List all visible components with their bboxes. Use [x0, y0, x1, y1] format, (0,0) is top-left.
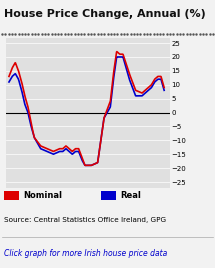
- Bar: [4, 191, 19, 200]
- Text: Real: Real: [120, 191, 141, 200]
- Text: House Price Change, Annual (%): House Price Change, Annual (%): [4, 9, 206, 19]
- Text: Source: Central Statistics Office Ireland, GPG: Source: Central Statistics Office Irelan…: [4, 217, 166, 224]
- Bar: [101, 191, 116, 200]
- Text: Click graph for more Irish house price data: Click graph for more Irish house price d…: [4, 249, 167, 258]
- Text: Nominal: Nominal: [24, 191, 63, 200]
